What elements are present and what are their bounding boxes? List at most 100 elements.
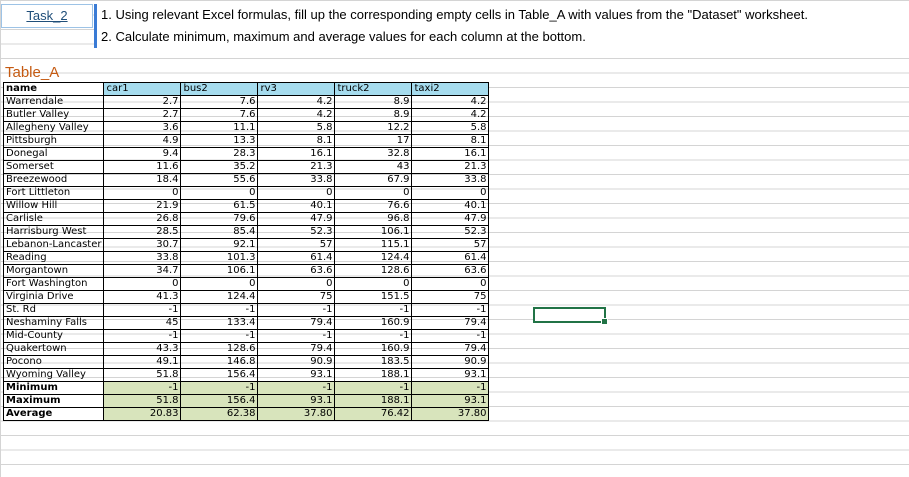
value-cell[interactable]: 2.7 (103, 95, 182, 109)
value-cell[interactable]: 7.6 (180, 95, 259, 109)
row-name-cell[interactable]: Willow Hill (2, 199, 105, 213)
value-cell[interactable]: 57 (411, 238, 490, 252)
stat-value-cell[interactable]: 37.80 (257, 407, 336, 421)
stat-value-cell[interactable]: 62.38 (180, 407, 259, 421)
value-cell[interactable]: -1 (180, 329, 259, 343)
value-cell[interactable]: 93.1 (411, 368, 490, 382)
value-cell[interactable]: 128.6 (334, 264, 413, 278)
value-cell[interactable]: 63.6 (411, 264, 490, 278)
row-name-cell[interactable]: Fort Washington (2, 277, 105, 291)
row-name-cell[interactable]: Pocono (2, 355, 105, 369)
value-cell[interactable]: 8.1 (411, 134, 490, 148)
task-label-cell[interactable]: Task_2 (1, 4, 93, 28)
row-name-cell[interactable]: Reading (2, 251, 105, 265)
value-cell[interactable]: 0 (180, 277, 259, 291)
value-cell[interactable]: 40.1 (411, 199, 490, 213)
value-cell[interactable]: 0 (411, 186, 490, 200)
row-name-cell[interactable]: Fort Littleton (2, 186, 105, 200)
value-cell[interactable]: 67.9 (334, 173, 413, 187)
value-cell[interactable]: 13.3 (180, 134, 259, 148)
value-cell[interactable]: 188.1 (334, 368, 413, 382)
value-cell[interactable]: 28.5 (103, 225, 182, 239)
value-cell[interactable]: -1 (334, 303, 413, 317)
value-cell[interactable]: 0 (103, 186, 182, 200)
value-cell[interactable]: 4.2 (411, 108, 490, 122)
value-cell[interactable]: 0 (180, 186, 259, 200)
value-cell[interactable]: 0 (103, 277, 182, 291)
stat-value-cell[interactable]: 93.1 (411, 394, 490, 408)
value-cell[interactable]: 106.1 (180, 264, 259, 278)
value-cell[interactable]: 79.4 (411, 316, 490, 330)
value-cell[interactable]: 0 (411, 277, 490, 291)
column-header-truck2[interactable]: truck2 (334, 82, 413, 96)
row-name-cell[interactable]: Donegal (2, 147, 105, 161)
value-cell[interactable]: 55.6 (180, 173, 259, 187)
row-name-cell[interactable]: Allegheny Valley (2, 121, 105, 135)
value-cell[interactable]: 8.1 (257, 134, 336, 148)
row-name-cell[interactable]: Wyoming Valley (2, 368, 105, 382)
stat-value-cell[interactable]: -1 (180, 381, 259, 395)
row-name-cell[interactable]: Breezewood (2, 173, 105, 187)
value-cell[interactable]: 101.3 (180, 251, 259, 265)
value-cell[interactable]: 156.4 (180, 368, 259, 382)
value-cell[interactable]: 96.8 (334, 212, 413, 226)
value-cell[interactable]: 12.2 (334, 121, 413, 135)
stat-value-cell[interactable]: 51.8 (103, 394, 182, 408)
value-cell[interactable]: 28.3 (180, 147, 259, 161)
value-cell[interactable]: 8.9 (334, 95, 413, 109)
value-cell[interactable]: 17 (334, 134, 413, 148)
stat-value-cell[interactable]: 93.1 (257, 394, 336, 408)
value-cell[interactable]: 33.8 (257, 173, 336, 187)
value-cell[interactable]: 124.4 (334, 251, 413, 265)
value-cell[interactable]: 124.4 (180, 290, 259, 304)
value-cell[interactable]: 30.7 (103, 238, 182, 252)
value-cell[interactable]: 4.9 (103, 134, 182, 148)
value-cell[interactable]: 4.2 (257, 108, 336, 122)
value-cell[interactable]: -1 (411, 329, 490, 343)
column-header-rv3[interactable]: rv3 (257, 82, 336, 96)
stat-label-cell[interactable]: Minimum (2, 381, 105, 395)
value-cell[interactable]: 52.3 (411, 225, 490, 239)
value-cell[interactable]: 183.5 (334, 355, 413, 369)
row-name-cell[interactable]: Neshaminy Falls (2, 316, 105, 330)
value-cell[interactable]: 5.8 (411, 121, 490, 135)
value-cell[interactable]: 76.6 (334, 199, 413, 213)
value-cell[interactable]: 40.1 (257, 199, 336, 213)
value-cell[interactable]: -1 (334, 329, 413, 343)
row-name-cell[interactable]: Virginia Drive (2, 290, 105, 304)
table-title[interactable]: Table_A (5, 64, 60, 81)
value-cell[interactable]: 106.1 (334, 225, 413, 239)
value-cell[interactable]: 21.3 (257, 160, 336, 174)
value-cell[interactable]: 160.9 (334, 316, 413, 330)
value-cell[interactable]: 3.6 (103, 121, 182, 135)
value-cell[interactable]: 0 (334, 277, 413, 291)
column-header-car1[interactable]: car1 (103, 82, 182, 96)
stat-label-cell[interactable]: Maximum (2, 394, 105, 408)
stat-value-cell[interactable]: -1 (411, 381, 490, 395)
row-name-cell[interactable]: St. Rd (2, 303, 105, 317)
value-cell[interactable]: 79.6 (180, 212, 259, 226)
value-cell[interactable]: 43.3 (103, 342, 182, 356)
value-cell[interactable]: -1 (411, 303, 490, 317)
value-cell[interactable]: 4.2 (257, 95, 336, 109)
stat-value-cell[interactable]: 37.80 (411, 407, 490, 421)
value-cell[interactable]: 61.5 (180, 199, 259, 213)
value-cell[interactable]: 128.6 (180, 342, 259, 356)
stat-value-cell[interactable]: 156.4 (180, 394, 259, 408)
value-cell[interactable]: 43 (334, 160, 413, 174)
value-cell[interactable]: 32.8 (334, 147, 413, 161)
value-cell[interactable]: 115.1 (334, 238, 413, 252)
row-name-cell[interactable]: Harrisburg West (2, 225, 105, 239)
value-cell[interactable]: 160.9 (334, 342, 413, 356)
row-name-cell[interactable]: Lebanon-Lancaster (2, 238, 105, 252)
row-name-cell[interactable]: Warrendale (2, 95, 105, 109)
row-name-cell[interactable]: Somerset (2, 160, 105, 174)
value-cell[interactable]: -1 (257, 303, 336, 317)
value-cell[interactable]: 63.6 (257, 264, 336, 278)
value-cell[interactable]: -1 (103, 303, 182, 317)
stat-value-cell[interactable]: -1 (103, 381, 182, 395)
value-cell[interactable]: 47.9 (257, 212, 336, 226)
value-cell[interactable]: 61.4 (411, 251, 490, 265)
value-cell[interactable]: 11.1 (180, 121, 259, 135)
value-cell[interactable]: 90.9 (411, 355, 490, 369)
